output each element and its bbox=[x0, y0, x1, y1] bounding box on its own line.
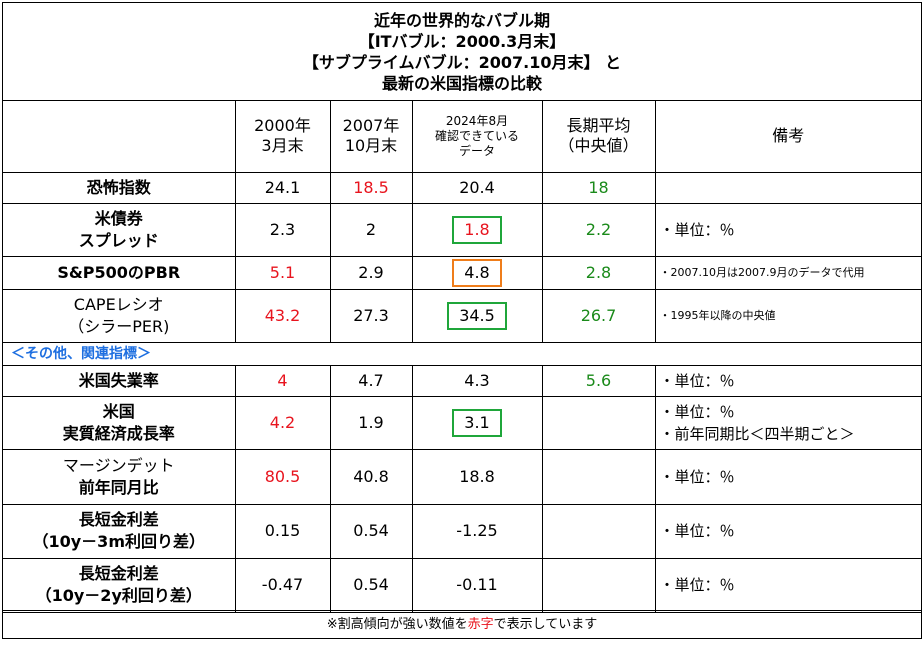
value-2007: 40.8 bbox=[329, 448, 413, 505]
value-2007: 0.54 bbox=[329, 503, 413, 559]
title-line: 【サブプライムバブル：2007.10月末】 と bbox=[302, 52, 622, 72]
header-2024: 2024年8月 確認できている データ bbox=[411, 101, 543, 173]
table-row: 長短金利差 （10y－2y利回り差） -0.47 0.54 -0.11 ・単位：％ bbox=[3, 557, 921, 613]
footer-note: ※割高傾向が強い数値を赤字で表示しています bbox=[3, 610, 921, 638]
header-row: 2000年 3月末 2007年 10月末 2024年8月 確認できている データ 長期平… bbox=[3, 101, 921, 173]
title-line: 近年の世界的なバブル期 bbox=[373, 10, 550, 30]
header-long-term-average: 長期平均 （中央値） bbox=[541, 101, 656, 173]
row-label: CAPEレシオ （シラーPER) bbox=[3, 288, 236, 343]
highlight-box: 1.8 bbox=[452, 215, 502, 244]
table-row: 長短金利差 （10y－3m利回り差） 0.15 0.54 -1.25 ・単位：％ bbox=[3, 503, 921, 559]
row-label: 長短金利差 （10y－2y利回り差） bbox=[3, 557, 236, 613]
value-average bbox=[541, 557, 656, 613]
highlight-box: 34.5 bbox=[447, 301, 507, 330]
note-cell: ・単位：％ bbox=[654, 202, 921, 257]
value-average: 26.7 bbox=[541, 288, 656, 343]
value-2000: 4.2 bbox=[234, 395, 331, 450]
value-2000: 0.15 bbox=[234, 503, 331, 559]
table-title: 近年の世界的なバブル期 【ITバブル：2000.3月末】 【サブプライムバブル：… bbox=[3, 3, 921, 101]
header-2000: 2000年 3月末 bbox=[234, 101, 331, 173]
value-2007: 18.5 bbox=[329, 171, 413, 204]
value-2000: -0.47 bbox=[234, 557, 331, 613]
section-row: ＜その他、関連指標＞ bbox=[3, 341, 921, 366]
row-label: 米債券 スプレッド bbox=[3, 202, 236, 257]
indicator-table: 2000年 3月末 2007年 10月末 2024年8月 確認できている データ 長期平… bbox=[3, 101, 921, 613]
value-2007: 2.9 bbox=[329, 255, 413, 290]
note-cell: ・単位：％ bbox=[654, 503, 921, 559]
value-2024: 4.8 bbox=[411, 255, 543, 290]
title-line: 【ITバブル：2000.3月末】 bbox=[358, 31, 566, 51]
value-2000: 43.2 bbox=[234, 288, 331, 343]
header-notes: 備考 bbox=[654, 101, 921, 173]
value-2000: 5.1 bbox=[234, 255, 331, 290]
value-2024: 3.1 bbox=[411, 395, 543, 450]
table-row: 米国失業率 4 4.7 4.3 5.6 ・単位：％ bbox=[3, 364, 921, 397]
table-row: 米国 実質経済成長率 4.2 1.9 3.1 ・単位：％ ・前年同期比＜四半期ごと＞ bbox=[3, 395, 921, 450]
table-row: CAPEレシオ （シラーPER) 43.2 27.3 34.5 26.7 ・199… bbox=[3, 288, 921, 343]
value-average bbox=[541, 503, 656, 559]
value-2024: -1.25 bbox=[411, 503, 543, 559]
table-row: S&P500のPBR 5.1 2.9 4.8 2.8 ・2007.10月は200… bbox=[3, 255, 921, 290]
value-average: 18 bbox=[541, 171, 656, 204]
value-average: 2.2 bbox=[541, 202, 656, 257]
note-cell: ・単位：％ bbox=[654, 448, 921, 505]
value-average: 2.8 bbox=[541, 255, 656, 290]
value-2024: 4.3 bbox=[411, 364, 543, 397]
section-label: ＜その他、関連指標＞ bbox=[3, 341, 235, 366]
value-2024: 20.4 bbox=[411, 171, 543, 204]
row-label: 恐怖指数 bbox=[3, 171, 236, 204]
value-2024: 34.5 bbox=[411, 288, 543, 343]
highlight-box: 3.1 bbox=[452, 408, 502, 437]
row-label: 長短金利差 （10y－3m利回り差） bbox=[3, 503, 236, 559]
value-2007: 2 bbox=[329, 202, 413, 257]
row-label: 米国失業率 bbox=[3, 364, 236, 397]
note-cell bbox=[654, 171, 921, 204]
header-empty bbox=[3, 101, 236, 173]
row-label: 米国 実質経済成長率 bbox=[3, 395, 236, 450]
value-2000: 80.5 bbox=[234, 448, 331, 505]
value-2024: 18.8 bbox=[411, 448, 543, 505]
title-line: 最新の米国指標の比較 bbox=[381, 73, 542, 93]
value-2024: 1.8 bbox=[411, 202, 543, 257]
value-2000: 2.3 bbox=[234, 202, 331, 257]
row-label: S&P500のPBR bbox=[3, 255, 236, 290]
table-row: マージンデット 前年同月比 80.5 40.8 18.8 ・単位：％ bbox=[3, 448, 921, 505]
note-cell: ・単位：％ bbox=[654, 364, 921, 397]
value-average bbox=[541, 448, 656, 505]
value-2007: 27.3 bbox=[329, 288, 413, 343]
value-2007: 0.54 bbox=[329, 557, 413, 613]
value-average: 5.6 bbox=[541, 364, 656, 397]
footer-highlight: 赤字 bbox=[467, 617, 494, 632]
header-2007: 2007年 10月末 bbox=[329, 101, 413, 173]
note-cell: ・単位：％ bbox=[654, 557, 921, 613]
value-2007: 1.9 bbox=[329, 395, 413, 450]
note-cell: ・1995年以降の中央値 bbox=[654, 288, 921, 343]
table-row: 恐怖指数 24.1 18.5 20.4 18 bbox=[3, 171, 921, 204]
value-average bbox=[541, 395, 656, 450]
highlight-box: 4.8 bbox=[452, 258, 502, 287]
row-label: マージンデット 前年同月比 bbox=[3, 448, 236, 505]
note-cell: ・2007.10月は2007.9月のデータで代用 bbox=[654, 255, 921, 290]
value-2024: -0.11 bbox=[411, 557, 543, 613]
note-cell: ・単位：％ ・前年同期比＜四半期ごと＞ bbox=[654, 395, 921, 450]
value-2007: 4.7 bbox=[329, 364, 413, 397]
table-row: 米債券 スプレッド 2.3 2 1.8 2.2 ・単位：％ bbox=[3, 202, 921, 257]
value-2000: 24.1 bbox=[234, 171, 331, 204]
value-2000: 4 bbox=[234, 364, 331, 397]
